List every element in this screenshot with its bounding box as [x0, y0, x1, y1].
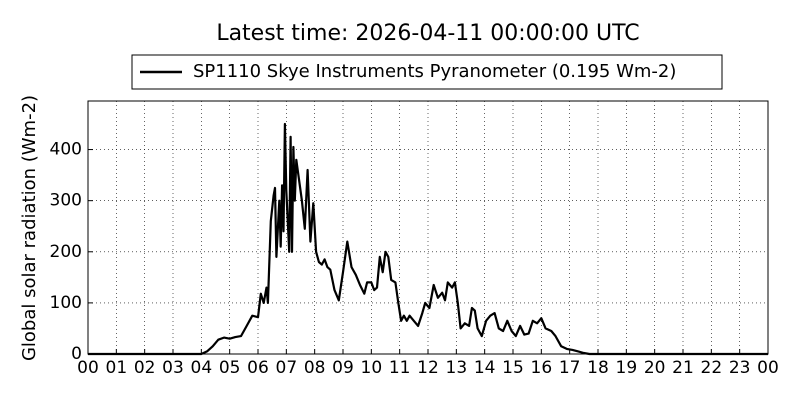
x-tick-label: 13 [446, 358, 468, 378]
x-tick-label: 04 [191, 358, 213, 378]
x-tick-label: 22 [701, 358, 723, 378]
plot-frame [87, 100, 769, 355]
x-tick-label: 17 [559, 358, 581, 378]
x-tick-label: 21 [672, 358, 694, 378]
legend-box [131, 54, 723, 90]
x-tick-label: 03 [162, 358, 184, 378]
y-tick-label: 400 [50, 140, 82, 160]
x-tick-label: 19 [616, 358, 638, 378]
y-tick-label: 100 [50, 293, 82, 313]
x-tick-label: 02 [134, 358, 156, 378]
y-tick-label: 200 [50, 242, 82, 262]
x-tick-label: 00 [77, 358, 99, 378]
x-tick-label: 23 [729, 358, 751, 378]
data-line [88, 122, 768, 356]
x-tick-label: 06 [247, 358, 269, 378]
x-tick-label: 09 [332, 358, 354, 378]
x-tick-label: 08 [304, 358, 326, 378]
x-tick-label: 00 [757, 358, 779, 378]
x-tick-label: 07 [276, 358, 298, 378]
legend-label: SP1110 Skye Instruments Pyranometer (0.1… [193, 61, 676, 82]
y-tick-label: 0 [71, 344, 82, 364]
x-tick-label: 12 [417, 358, 439, 378]
x-tick-label: 05 [219, 358, 241, 378]
y-tick-label: 300 [50, 191, 82, 211]
x-tick-label: 01 [106, 358, 128, 378]
x-tick-label: 14 [474, 358, 496, 378]
x-tick-label: 11 [389, 358, 411, 378]
chart-title: Latest time: 2026-04-11 00:00:00 UTC [216, 21, 639, 46]
x-tick-label: 16 [531, 358, 553, 378]
y-axis-label: Global solar radiation (Wm-2) [19, 95, 40, 361]
x-tick-label: 18 [587, 358, 609, 378]
x-tick-label: 10 [361, 358, 383, 378]
x-tick-label: 15 [502, 358, 524, 378]
x-tick-label: 20 [644, 358, 666, 378]
